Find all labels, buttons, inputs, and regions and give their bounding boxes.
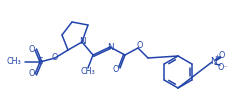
Text: S: S: [37, 57, 43, 67]
Text: O: O: [29, 70, 35, 79]
Text: +: +: [214, 54, 220, 60]
Text: N: N: [210, 56, 216, 65]
Text: N: N: [79, 37, 85, 47]
Text: O: O: [29, 45, 35, 55]
Text: O: O: [219, 51, 225, 60]
Text: O⁻: O⁻: [218, 63, 228, 71]
Text: O: O: [113, 65, 119, 75]
Text: CH₃: CH₃: [81, 67, 95, 75]
Text: N: N: [107, 43, 113, 52]
Text: O: O: [52, 53, 58, 63]
Text: O: O: [137, 41, 143, 51]
Text: CH₃: CH₃: [6, 57, 21, 67]
